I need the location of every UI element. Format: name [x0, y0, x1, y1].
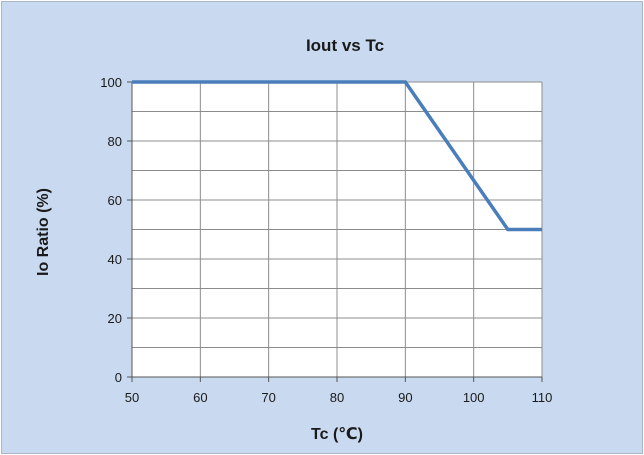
- x-tick-labels: 50 60 70 80 90 100 110: [125, 377, 553, 405]
- series-line-0: [132, 80, 542, 232]
- y-tick-labels: 0 20 40 60 80 100: [100, 75, 132, 385]
- y-tick-label-100: 100: [100, 75, 122, 90]
- y-tick-label-20: 20: [108, 311, 122, 326]
- x-axis-title: Tc (℃): [311, 426, 363, 443]
- x-tick-label-60: 60: [193, 390, 207, 405]
- x-tick-label-50: 50: [125, 390, 139, 405]
- y-tick-label-0: 0: [115, 370, 122, 385]
- y-tick-label-40: 40: [108, 252, 122, 267]
- x-tick-label-100: 100: [463, 390, 485, 405]
- x-tick-label-70: 70: [261, 390, 275, 405]
- x-tick-label-80: 80: [330, 390, 344, 405]
- x-tick-label-110: 110: [532, 390, 553, 405]
- chart-title: Iout vs Tc: [306, 36, 384, 55]
- y-axis-title: Io Ratio (%): [35, 188, 52, 276]
- series-group: [132, 80, 542, 232]
- y-tick-label-80: 80: [108, 134, 122, 149]
- x-tick-label-90: 90: [398, 390, 412, 405]
- y-tick-label-60: 60: [108, 193, 122, 208]
